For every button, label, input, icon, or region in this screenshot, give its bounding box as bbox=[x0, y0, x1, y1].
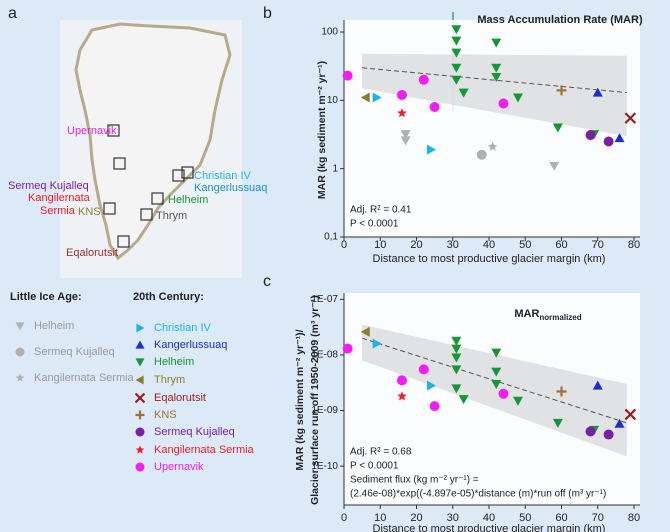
x-tick-label: 0 bbox=[341, 512, 347, 524]
y-tick-label: 0,1 bbox=[324, 232, 338, 243]
legend-label: Sermeq Kujalleq bbox=[34, 346, 115, 358]
legend-label: Thrym bbox=[154, 374, 185, 386]
legend-heading: 20th Century: bbox=[133, 291, 204, 303]
legend-marker bbox=[136, 394, 145, 403]
y-tick-label: 10 bbox=[327, 95, 339, 106]
legend-marker bbox=[136, 411, 145, 420]
title-main: Mass Accumulation Rate (MAR) bbox=[477, 14, 643, 26]
map-label: Upernavik bbox=[67, 125, 117, 137]
x-tick-label: 80 bbox=[628, 512, 640, 524]
legend-marker bbox=[136, 341, 145, 349]
title-main: MAR bbox=[514, 308, 539, 320]
x-axis-label: Distance to most productive glacier marg… bbox=[373, 523, 606, 532]
x-tick-label: 50 bbox=[519, 239, 531, 251]
figure: a b c Upernavik Sermeq Kujalleq Kangiler… bbox=[0, 0, 670, 532]
x-tick-label: 80 bbox=[628, 239, 640, 251]
legend-label: Eqalorutsit bbox=[154, 392, 206, 404]
map-label: Sermeq Kujalleq bbox=[8, 180, 89, 192]
legend-marker bbox=[136, 376, 144, 385]
map-label: Thrym bbox=[156, 210, 187, 222]
page: a b c Upernavik Sermeq Kujalleq Kangiler… bbox=[0, 0, 670, 532]
map-label: Sermia bbox=[40, 205, 76, 217]
legend-label: Upernavik bbox=[154, 461, 204, 473]
title-sub: normalized bbox=[539, 313, 581, 322]
point bbox=[477, 150, 487, 160]
x-tick-label: 70 bbox=[592, 239, 604, 251]
point bbox=[430, 102, 440, 112]
legend-marker bbox=[136, 358, 145, 366]
map-label: Eqalorutsit bbox=[66, 247, 118, 259]
legend-heading: Little Ice Age: bbox=[10, 291, 82, 303]
point bbox=[343, 344, 353, 354]
map-label: Helheim bbox=[168, 194, 208, 206]
point bbox=[397, 90, 407, 100]
x-axis-label: Distance to most productive glacier marg… bbox=[373, 253, 606, 265]
legend-marker bbox=[16, 348, 25, 357]
x-tick-label: 60 bbox=[555, 239, 567, 251]
x-tick-label: 10 bbox=[374, 239, 386, 251]
point bbox=[586, 130, 596, 140]
annotation: (2.46e-08)*exp((-4.897e-05)*distance (m)… bbox=[350, 489, 606, 500]
point bbox=[419, 364, 429, 374]
panel-label: a bbox=[8, 5, 17, 22]
x-tick-label: 40 bbox=[483, 239, 495, 251]
map-label: Kangerlussuaq bbox=[194, 182, 267, 194]
annotation: Adj. R² = 0.68 bbox=[350, 447, 412, 458]
map-label: Christian IV bbox=[194, 170, 252, 182]
x-tick-label: 0 bbox=[341, 239, 347, 251]
point bbox=[397, 375, 407, 385]
y-tick-label: 100 bbox=[321, 27, 338, 38]
legend-label: Kangilernata Sermia bbox=[34, 372, 135, 384]
point bbox=[419, 75, 429, 85]
legend-label: Helheim bbox=[34, 320, 74, 332]
legend-label: Helheim bbox=[154, 356, 194, 368]
y-tick-label: 1 bbox=[332, 163, 338, 174]
legend-marker bbox=[136, 446, 145, 454]
y-axis-label: MAR (kg sediment m⁻² yr⁻¹) bbox=[316, 61, 328, 199]
legend-marker bbox=[136, 324, 144, 333]
x-tick-label: 30 bbox=[447, 239, 459, 251]
legend-label: Kangerlussuaq bbox=[154, 339, 227, 351]
legend-label: Christian IV bbox=[154, 322, 212, 334]
annotation: Adj. R² = 0.41 bbox=[350, 205, 412, 216]
point bbox=[604, 430, 614, 440]
point bbox=[430, 401, 440, 411]
point bbox=[586, 426, 596, 436]
chart-title: Mass Accumulation Rate (MAR) bbox=[477, 14, 643, 26]
panel-label: b bbox=[263, 5, 272, 22]
legend-marker bbox=[16, 322, 25, 330]
annotation: P < 0.0001 bbox=[350, 461, 399, 472]
map-label: KNS bbox=[78, 206, 101, 218]
point bbox=[499, 98, 509, 108]
map-label: Kangilernata bbox=[28, 192, 91, 204]
legend-label: Sermeq Kujalleq bbox=[154, 426, 235, 438]
legend-marker bbox=[136, 428, 145, 437]
annotation: Sediment flux (kg m⁻² yr⁻¹) = bbox=[350, 475, 479, 486]
point bbox=[604, 136, 614, 146]
legend-label: KNS bbox=[154, 409, 177, 421]
legend-marker bbox=[136, 463, 145, 472]
legend-label: Kangilernata Sermia bbox=[154, 444, 255, 456]
legend-marker bbox=[16, 374, 25, 382]
y-axis-label: MAR (kg sediment m⁻² yr⁻¹)/ bbox=[294, 329, 306, 470]
annotation: P < 0.0001 bbox=[350, 219, 399, 230]
x-tick-label: 20 bbox=[410, 239, 422, 251]
point bbox=[499, 389, 509, 399]
point bbox=[343, 71, 353, 81]
panel-label: c bbox=[263, 273, 271, 290]
y-axis-label: Glacier surface run off 1950-2009 (m³ yr… bbox=[309, 295, 321, 505]
